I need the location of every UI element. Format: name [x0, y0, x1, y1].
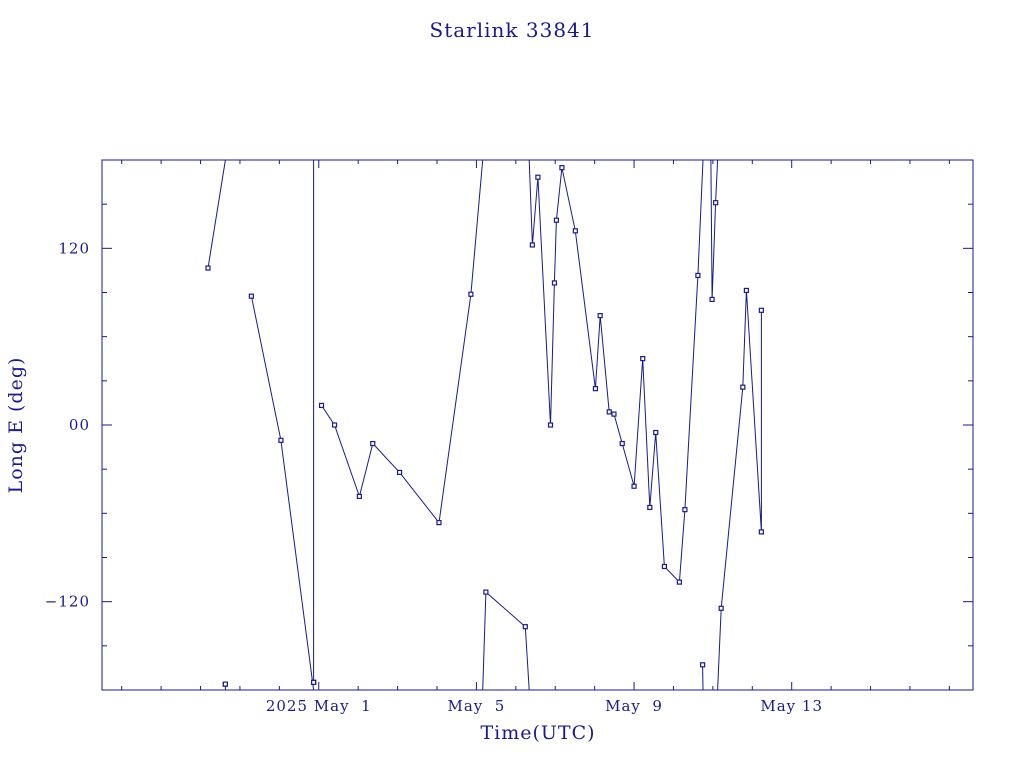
plot-frame: [101, 159, 974, 691]
series-line-segment: [207, 159, 226, 269]
data-point: [682, 507, 688, 513]
data-point: [709, 296, 715, 303]
x-axis-title: Time(UTC): [480, 722, 595, 744]
data-point: [592, 386, 599, 392]
data-point: [653, 429, 659, 436]
data-point: [551, 280, 558, 286]
data-point: [743, 287, 749, 294]
plot-border: [101, 159, 974, 691]
data-point: [631, 483, 637, 489]
data-point: [205, 265, 211, 271]
data-point: [597, 313, 603, 319]
series-line-segment: [710, 159, 719, 300]
data-point: [396, 469, 403, 476]
data-point: [248, 293, 254, 299]
data-point: [529, 242, 535, 248]
data-point: [718, 605, 724, 611]
x-tick-label: 2025 May 1: [266, 697, 372, 715]
data-point: [740, 384, 746, 390]
chart-title: Starlink 33841: [430, 18, 595, 42]
series-line-segment: [717, 290, 762, 691]
x-axis: 2025 May 1 May 5 May 9 May 13: [121, 160, 950, 715]
data-point: [758, 529, 764, 535]
data-point: [758, 307, 764, 313]
series-longitude: [205, 159, 764, 691]
data-point: [700, 662, 706, 668]
data-point: [331, 422, 338, 428]
data-point: [647, 504, 653, 511]
series-line-segment: [321, 159, 484, 524]
data-point: [606, 409, 612, 415]
y-tick-label: 00: [69, 416, 90, 434]
y-tick-label: −120: [45, 593, 90, 611]
x-tick-label: May 13: [760, 697, 823, 715]
data-point: [278, 437, 284, 443]
data-point: [695, 272, 701, 279]
data-point: [311, 679, 317, 685]
series-line-segment: [250, 296, 315, 691]
series-line-segment: [482, 591, 530, 691]
data-point: [640, 356, 646, 362]
y-axis-title: Long E (deg): [5, 357, 27, 494]
series-line-segment: [528, 159, 704, 584]
data-point: [318, 402, 325, 409]
data-point: [535, 174, 541, 180]
y-axis: 120 00 −120: [45, 203, 973, 647]
data-point: [553, 217, 560, 223]
data-point: [436, 520, 442, 526]
x-tick-label: May 9: [605, 697, 663, 715]
data-point: [611, 411, 617, 417]
data-point: [483, 589, 489, 595]
data-point: [619, 440, 625, 447]
data-point: [522, 624, 528, 630]
data-point: [547, 422, 554, 428]
data-point: [713, 200, 719, 206]
data-point: [572, 228, 578, 234]
y-tick-label: 120: [58, 239, 90, 257]
data-point: [370, 440, 376, 447]
data-point: [661, 563, 668, 570]
data-point: [559, 165, 565, 171]
x-tick-label: May 5: [447, 697, 505, 715]
data-point: [676, 579, 682, 585]
data-point: [356, 493, 362, 500]
data-point: [222, 681, 228, 687]
data-point: [468, 291, 474, 297]
